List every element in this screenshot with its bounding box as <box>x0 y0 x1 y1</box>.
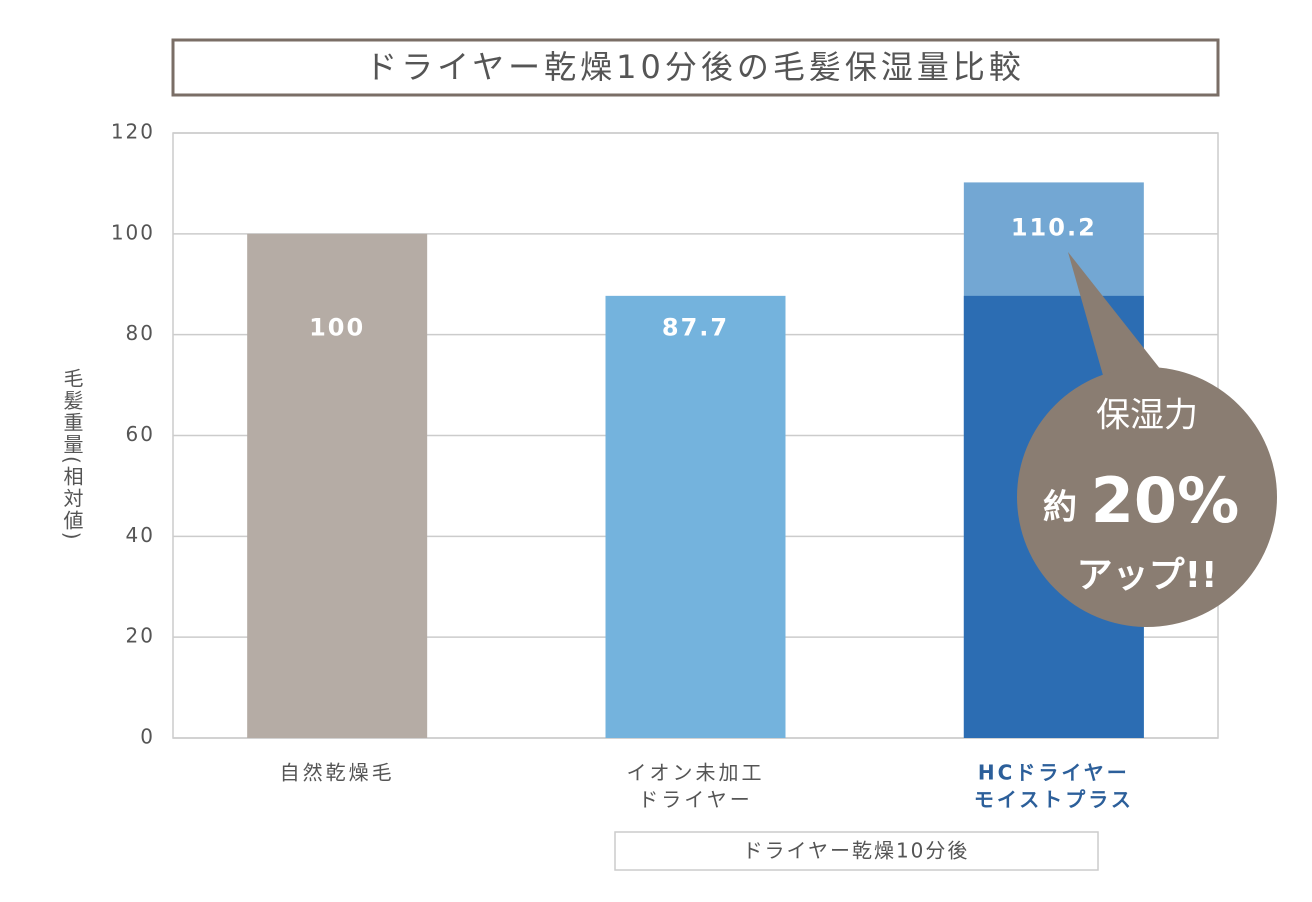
value-label: 110.2 <box>1011 213 1097 241</box>
y-tick-label: 120 <box>111 120 155 144</box>
y-tick-label: 0 <box>140 725 155 749</box>
y-axis-label: 毛髪重量(相対値) <box>60 368 84 542</box>
y-tick-label: 40 <box>126 523 155 547</box>
x-tick-label: イオン未加工 <box>627 761 765 785</box>
y-tick-label: 80 <box>126 321 155 345</box>
callout-prefix: 約 <box>1043 488 1077 528</box>
group-label: ドライヤー乾燥10分後 <box>743 839 970 863</box>
callout-pointer <box>1068 252 1165 400</box>
chart-title: ドライヤー乾燥10分後の毛髪保湿量比較 <box>365 48 1025 86</box>
callout-suffix: アップ!! <box>1077 555 1218 596</box>
y-tick-label: 20 <box>126 624 155 648</box>
title-box <box>171 38 1220 97</box>
x-tick-label: モイストプラス <box>974 788 1134 812</box>
callout-line1: 保湿力 <box>1096 396 1198 436</box>
value-label: 100 <box>309 314 365 342</box>
value-label: 87.7 <box>662 314 729 342</box>
group-box <box>614 831 1099 871</box>
callout-circle <box>1017 367 1277 627</box>
x-tick-label: HCドライヤー <box>978 761 1130 785</box>
callout-value: 20% <box>1091 464 1239 537</box>
x-tick-label: 自然乾燥毛 <box>280 761 395 785</box>
y-tick-label: 100 <box>111 220 155 244</box>
bar <box>605 295 786 738</box>
x-tick-label: ドライヤー <box>638 788 752 812</box>
y-tick-label: 60 <box>126 422 155 446</box>
bar <box>247 233 428 739</box>
